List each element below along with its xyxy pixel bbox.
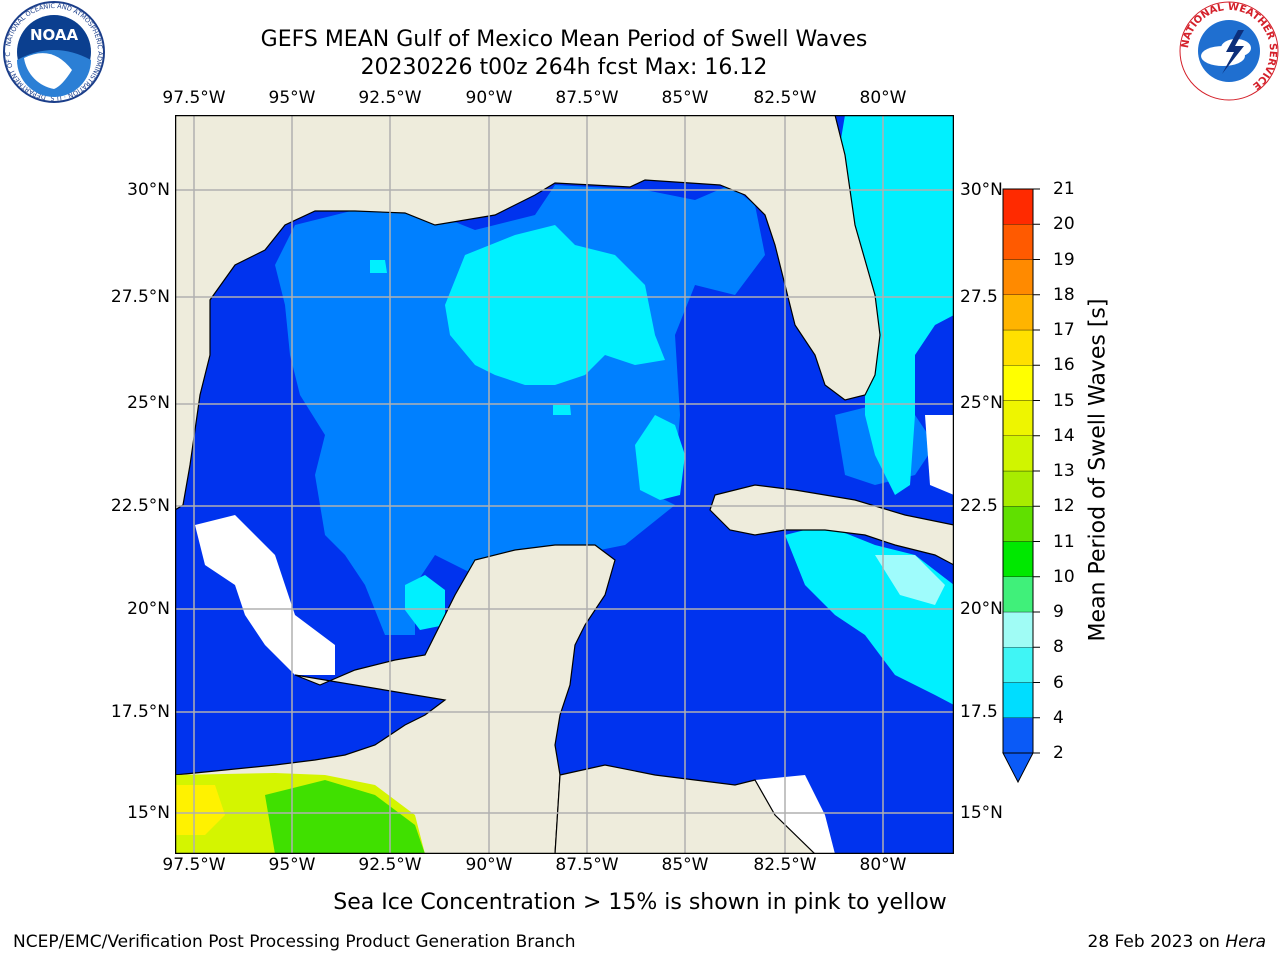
sea-ice-caption: Sea Ice Concentration > 15% is shown in … [333,890,947,915]
colorbar-tick-label: 14 [1053,425,1075,446]
top-lon-label: 87.5°W [555,88,619,108]
lightcyan-caribbean [875,555,945,605]
colorbar-segment [1002,259,1034,295]
gulf-map [175,115,954,854]
top-lon-label: 97.5°W [162,88,226,108]
noaa-logo: NATIONAL OCEANIC AND ATMOSPHERIC ADMINIS… [2,0,105,103]
chart-subtitle: 20230226 t00z 264h fcst Max: 16.12 [360,55,768,80]
colorbar-segment [1002,329,1034,366]
colorbar-segment [1002,188,1034,225]
top-lon-label: 95°W [268,88,316,108]
footer-date: 28 Feb 2023 on Hera [1088,932,1266,952]
right-lat-label: 30°N [960,180,1003,200]
cyan-south [635,415,685,500]
land-cuba [709,484,954,566]
colorbar-tick-label: 4 [1053,707,1064,728]
top-lon-label: 90°W [465,88,513,108]
colorbar-tick-label: 9 [1053,602,1064,622]
top-lon-label: 80°W [859,88,907,108]
bottom-lon-label: 97.5°W [162,855,226,875]
cyan-bay-campeche [405,575,445,630]
colorbar-tick-label: 6 [1053,672,1064,693]
colorbar-segment [1002,470,1034,507]
missing-west [195,515,335,675]
bottom-lon-label: 90°W [465,855,513,875]
right-lat-label: 25°N [960,393,1003,413]
colorbar-extend-triangle [1002,752,1034,784]
top-lon-label: 85°W [661,88,709,108]
map-frame [175,115,954,854]
land-north [175,115,881,511]
colorbar-segment [1002,611,1034,648]
colorbar-segment [1002,435,1034,472]
colorbar-segment [1002,541,1034,577]
left-lat-label: 15°N [127,803,170,823]
chart-title: GEFS MEAN Gulf of Mexico Mean Period of … [260,27,868,52]
ice-green [265,780,425,854]
colorbar-tick-label: 13 [1053,461,1075,481]
cyan-small-1 [370,260,387,273]
colorbar-tick-label: 11 [1053,531,1075,552]
colorbar-segment [1002,365,1034,401]
right-lat-label: 20°N [960,599,1003,619]
colorbar-tick-label: 10 [1053,566,1075,587]
top-lon-label: 82.5°W [753,88,817,108]
left-lat-label: 27.5°N [110,287,170,307]
bottom-lon-label: 82.5°W [753,855,817,875]
footer-host: Hera [1225,932,1266,952]
colorbar-segment [1002,224,1034,260]
bottom-lon-label: 85°W [661,855,709,875]
left-lat-label: 17.5°N [110,702,170,722]
colorbar-tick-label: 15 [1053,390,1075,411]
colorbar-segment [1002,682,1034,718]
missing-east [925,415,954,495]
footer-date-text: 28 Feb 2023 on [1087,932,1226,952]
left-lat-label: 20°N [127,599,170,619]
colorbar-tick-label: 16 [1053,355,1075,376]
right-lat-label: 27.5 [960,287,998,307]
colorbar-segment [1002,400,1034,436]
colorbar-tick-label: 12 [1053,496,1075,517]
cyan-atlantic [835,115,954,495]
colorbar-tick-label: 20 [1053,214,1075,235]
colorbar-tick-label: 8 [1053,637,1064,658]
graticule [175,115,954,854]
colorbar [1002,188,1040,784]
colorbar-tick-label: 21 [1053,179,1075,199]
colorbar-tick-label: 2 [1053,743,1064,763]
bottom-lon-label: 92.5°W [358,855,422,875]
colorbar-segment [1002,576,1034,613]
bottom-lon-label: 87.5°W [555,855,619,875]
left-lat-label: 25°N [127,393,170,413]
colorbar-tick-label: 17 [1053,320,1075,340]
colorbar-title: Mean Period of Swell Waves [s] [1085,298,1111,642]
ice-yellow [175,785,225,835]
footer-organization: NCEP/EMC/Verification Post Processing Pr… [13,932,576,952]
cyan-central [445,225,665,385]
left-lat-label: 30°N [127,180,170,200]
colorbar-segment [1002,647,1034,683]
bottom-lon-label: 80°W [859,855,907,875]
left-lat-label: 22.5°N [110,496,170,516]
right-lat-label: 17.5 [960,702,998,722]
cyan-small-2 [553,405,571,415]
right-lat-label: 22.5 [960,496,998,516]
noaa-logo-text: NOAA [30,26,79,44]
colorbar-tick-label: 18 [1053,284,1075,305]
colorbar-segment [1002,294,1034,331]
colorbar-segment [1002,506,1034,542]
nws-logo: NATIONAL WEATHER SERVICE [1179,1,1279,101]
colorbar-tick-label: 19 [1053,249,1075,270]
colorbar-segment [1002,717,1034,754]
bottom-lon-label: 95°W [268,855,316,875]
right-lat-label: 15°N [960,803,1003,823]
top-lon-label: 92.5°W [358,88,422,108]
